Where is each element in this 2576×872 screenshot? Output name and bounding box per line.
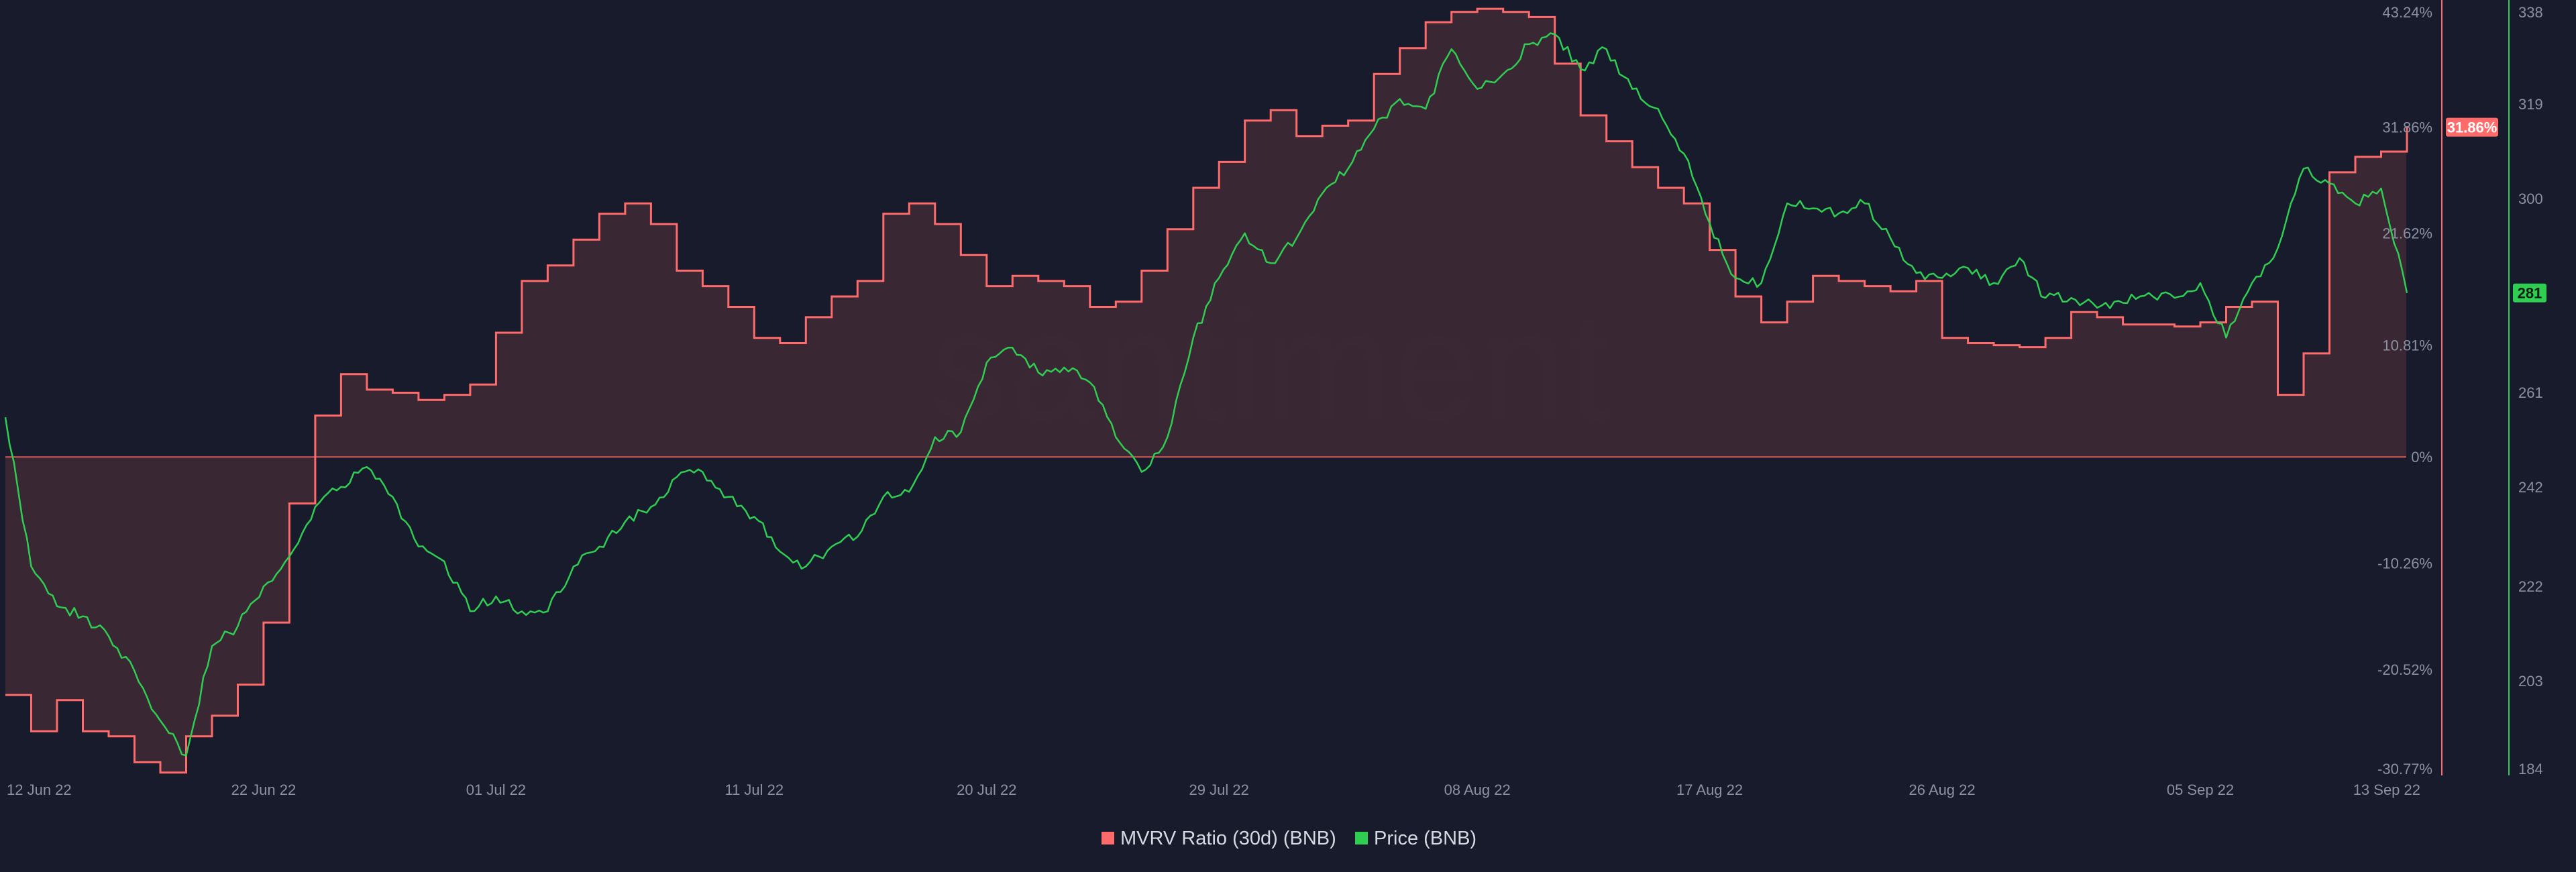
x-tick-label: 22 Jun 22 [231, 781, 297, 798]
price-tick-label: 184 [2518, 761, 2543, 777]
price-tick-label: 319 [2518, 96, 2543, 113]
x-tick-label: 12 Jun 22 [7, 781, 72, 798]
x-tick-label: 20 Jul 22 [957, 781, 1016, 798]
mvrv-last-value-badge [2446, 117, 2498, 137]
mvrv-tick-label: 0% [2411, 449, 2432, 466]
x-tick-label: 11 Jul 22 [724, 781, 784, 798]
mvrv-tick-label: 21.62% [2382, 225, 2432, 242]
legend-label-price: Price (BNB) [1374, 828, 1477, 849]
price-tick-label: 338 [2518, 4, 2543, 21]
price-series-line[interactable] [4, 32, 2408, 757]
mvrv-tick-label: -30.77% [2377, 761, 2432, 777]
price-tick-label: 300 [2518, 190, 2543, 207]
x-tick-label: 26 Aug 22 [1909, 781, 1976, 798]
axes: 43.24% 31.86% 21.62% 10.81% 0% -10.26% -20.52%… [7, 0, 2546, 798]
mvrv-tick-label: 10.81% [2382, 337, 2432, 353]
price-last-value-text: 281 [2518, 285, 2542, 302]
x-tick-label: 05 Sep 22 [2167, 781, 2234, 798]
plot-area[interactable] [4, 7, 2408, 774]
mvrv-tick-label: 43.24% [2382, 4, 2432, 21]
price-tick-label: 242 [2518, 479, 2543, 496]
legend-label-mvrv: MVRV Ratio (30d) (BNB) [1120, 828, 1336, 849]
x-tick-label: 17 Aug 22 [1676, 781, 1743, 798]
mvrv-area-fill [5, 9, 2407, 773]
mvrv-series-line[interactable] [5, 7, 2408, 774]
mvrv-tick-label: -20.52% [2377, 661, 2432, 678]
mvrv-tick-label: 31.86% [2382, 119, 2432, 136]
legend-swatch-mvrv [1102, 832, 1114, 844]
x-tick-label: 29 Jul 22 [1189, 781, 1249, 798]
x-tick-label: 08 Aug 22 [1444, 781, 1511, 798]
mvrv-last-value-text: 31.86% [2447, 119, 2498, 136]
x-tick-label: 13 Sep 22 [2353, 781, 2420, 798]
mvrv-tick-label: -10.26% [2377, 555, 2432, 572]
x-tick-label: 01 Jul 22 [466, 781, 526, 798]
price-tick-label: 261 [2518, 384, 2543, 401]
price-tick-label: 222 [2518, 578, 2543, 595]
price-last-value-badge [2513, 283, 2546, 303]
legend-swatch-price [1355, 832, 1368, 844]
price-tick-label: 203 [2518, 673, 2543, 690]
chart-legend: MVRV Ratio (30d) (BNB) Price (BNB) [1102, 828, 1477, 849]
